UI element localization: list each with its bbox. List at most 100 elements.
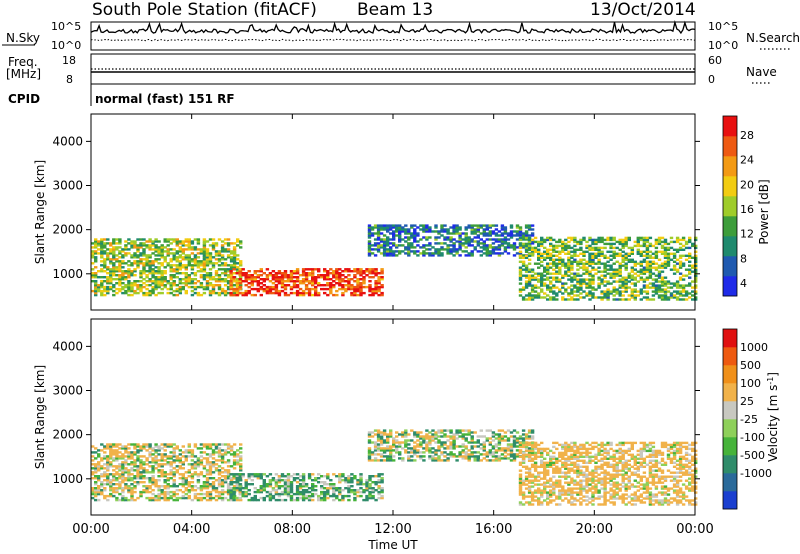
velocity-cell: [422, 441, 426, 444]
power-cell: [533, 276, 538, 279]
power-cell: [678, 276, 683, 279]
velocity-cell: [133, 481, 137, 484]
power-cell: [573, 290, 577, 293]
power-cell: [546, 248, 550, 251]
velocity-cell: [184, 449, 188, 452]
power-cell: [283, 291, 288, 295]
power-cell: [94, 266, 98, 269]
velocity-cell: [524, 483, 529, 486]
velocity-cell: [220, 459, 225, 462]
power-cell: [449, 250, 453, 253]
power-cell: [274, 291, 279, 295]
velocity-cell: [461, 445, 465, 448]
power-cell: [335, 268, 339, 271]
power-cell: [681, 238, 686, 242]
velocity-cell: [199, 447, 204, 450]
power-cell: [688, 252, 692, 255]
power-cell: [280, 272, 285, 275]
power-cell: [103, 266, 107, 269]
velocity-cell: [320, 490, 324, 494]
power-cell: [672, 282, 677, 285]
velocity-cell: [543, 477, 547, 480]
power-cell: [488, 226, 492, 229]
power-cell: [642, 250, 647, 253]
power-cell: [546, 294, 550, 297]
power-cell: [121, 276, 125, 279]
power-cell: [271, 282, 276, 285]
power-cell: [660, 278, 665, 281]
power-cell: [136, 238, 140, 241]
velocity-cell: [552, 483, 556, 486]
velocity-cell: [356, 481, 360, 484]
power-cell: [618, 254, 622, 257]
power-cell: [112, 268, 116, 271]
power-cell: [106, 278, 110, 281]
power-cell: [139, 242, 143, 245]
power-cell: [530, 234, 535, 237]
power-cell: [639, 264, 643, 267]
power-cell: [157, 248, 161, 251]
velocity-cell: [476, 451, 480, 454]
power-cell: [654, 240, 659, 244]
velocity-cell: [533, 451, 538, 455]
velocity-cell: [524, 479, 529, 482]
power-cell: [229, 250, 234, 253]
power-cell: [353, 268, 357, 271]
velocity-cell: [181, 483, 185, 486]
power-cell: [540, 280, 544, 283]
power-cell: [362, 270, 366, 273]
velocity-cell: [181, 496, 185, 500]
velocity-cell: [268, 483, 273, 486]
power-cell: [549, 266, 553, 269]
velocity-cell: [244, 479, 248, 482]
velocity-cell: [220, 443, 225, 446]
power-cell: [561, 292, 565, 295]
power-cell: [368, 289, 372, 293]
power-cell: [217, 285, 222, 289]
power-cell: [491, 250, 496, 253]
velocity-cell: [449, 443, 453, 446]
velocity-cell: [533, 455, 538, 458]
power-cell: [208, 289, 213, 293]
velocity-cell: [537, 503, 541, 506]
velocity-cell: [229, 477, 233, 480]
power-cell: [229, 274, 234, 277]
velocity-cell: [208, 465, 213, 468]
power-cell: [688, 238, 692, 242]
power-cell: [178, 289, 182, 293]
power-cell: [681, 264, 686, 267]
power-cell: [579, 286, 583, 289]
power-cell: [359, 268, 363, 271]
velocity-cell: [196, 457, 201, 460]
velocity-cell: [262, 483, 266, 486]
power-cell: [253, 270, 257, 273]
power-cell: [666, 258, 671, 261]
power-cell: [524, 270, 529, 273]
power-cell: [136, 250, 140, 253]
power-cell: [301, 278, 306, 281]
velocity-cell: [467, 429, 471, 432]
velocity-cell: [382, 451, 387, 454]
velocity-cell: [199, 455, 204, 458]
velocity-cell: [368, 494, 372, 498]
velocity-cell: [329, 487, 333, 490]
power-cell: [657, 270, 662, 273]
velocity-cell: [431, 455, 435, 458]
power-cell: [265, 268, 270, 271]
velocity-cell: [115, 477, 119, 480]
power-cell: [678, 272, 683, 275]
velocity-cell: [389, 453, 393, 456]
power-cell: [133, 254, 137, 257]
velocity-cell: [208, 477, 213, 480]
power-cell: [597, 240, 601, 244]
velocity-cell: [491, 435, 496, 438]
power-cell: [199, 274, 204, 277]
velocity-cell: [169, 485, 173, 488]
velocity-cell: [154, 461, 158, 464]
velocity-cell: [398, 433, 402, 436]
power-cell: [446, 252, 450, 255]
power-cell: [633, 296, 637, 299]
power-cell: [416, 244, 420, 247]
velocity-cell: [94, 465, 98, 468]
power-cell: [172, 252, 176, 255]
